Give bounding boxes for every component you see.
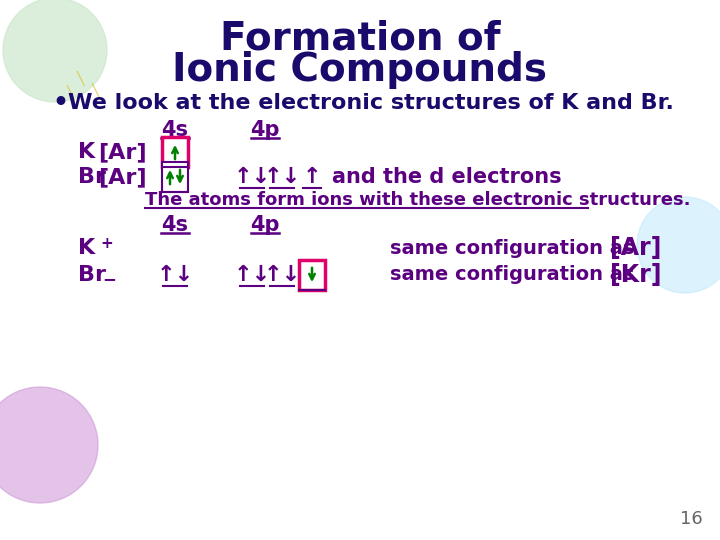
Text: [Ar]: [Ar]: [98, 142, 147, 162]
Text: and the d electrons: and the d electrons: [332, 167, 562, 187]
Text: ↑↓: ↑↓: [233, 265, 271, 285]
Text: [Ar]: [Ar]: [98, 167, 147, 187]
Circle shape: [3, 0, 107, 102]
Text: ╲: ╲: [91, 83, 99, 98]
Text: ╲: ╲: [66, 84, 73, 99]
Text: ↑↓: ↑↓: [264, 265, 301, 285]
Text: The atoms form ions with these electronic structures.: The atoms form ions with these electroni…: [145, 191, 690, 209]
Text: +: +: [100, 235, 113, 251]
Text: same configuration as: same configuration as: [390, 239, 641, 258]
Text: Br: Br: [78, 265, 106, 285]
Text: 4p: 4p: [251, 215, 280, 235]
Text: 4s: 4s: [161, 215, 189, 235]
FancyBboxPatch shape: [299, 260, 325, 290]
Text: [Kr]: [Kr]: [610, 263, 662, 287]
Circle shape: [0, 387, 98, 503]
Text: •: •: [52, 91, 68, 115]
FancyBboxPatch shape: [162, 137, 188, 167]
FancyBboxPatch shape: [162, 162, 188, 192]
Text: 4s: 4s: [161, 120, 189, 140]
Text: ↑: ↑: [302, 167, 321, 187]
Text: K: K: [78, 142, 95, 162]
Text: Br: Br: [78, 167, 106, 187]
Text: same configuration as: same configuration as: [390, 266, 641, 285]
Text: [Ar]: [Ar]: [610, 236, 662, 260]
Text: ↑↓: ↑↓: [264, 167, 301, 187]
Text: −: −: [102, 270, 116, 288]
Text: 16: 16: [680, 510, 703, 528]
Text: 4p: 4p: [251, 120, 280, 140]
Text: Formation of: Formation of: [220, 19, 500, 57]
Text: Ionic Compounds: Ionic Compounds: [173, 51, 547, 89]
Text: We look at the electronic structures of K and Br.: We look at the electronic structures of …: [68, 93, 674, 113]
Text: ╲: ╲: [76, 70, 84, 86]
Text: ↑↓: ↑↓: [156, 265, 194, 285]
Text: ↑↓: ↑↓: [233, 167, 271, 187]
Text: K: K: [78, 238, 95, 258]
Circle shape: [637, 197, 720, 293]
